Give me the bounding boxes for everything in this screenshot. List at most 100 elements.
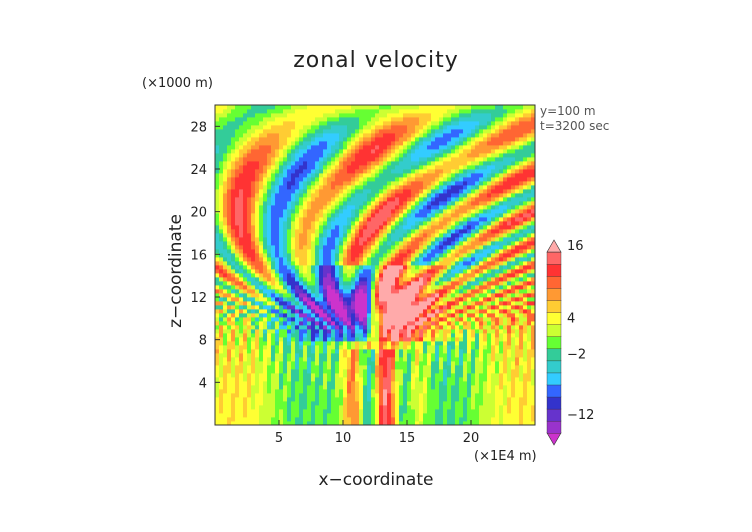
field-cell — [407, 117, 412, 122]
field-cell — [431, 169, 436, 174]
x-axis-unit: (×1E4 m) — [474, 449, 537, 464]
field-cell — [455, 197, 460, 202]
field-cell — [311, 305, 316, 310]
field-cell — [323, 265, 328, 270]
field-cell — [427, 401, 432, 406]
field-cell — [331, 361, 336, 366]
field-cell — [327, 321, 332, 326]
field-cell — [315, 393, 320, 398]
field-cell — [303, 109, 308, 114]
field-cell — [303, 273, 308, 278]
field-cell — [295, 229, 300, 234]
field-cell — [443, 113, 448, 118]
field-cell — [239, 249, 244, 254]
field-cell — [355, 241, 360, 246]
field-cell — [435, 229, 440, 234]
field-cell — [239, 161, 244, 166]
field-cell — [347, 121, 352, 126]
field-cell — [251, 145, 256, 150]
field-cell — [371, 113, 376, 118]
field-cell — [343, 377, 348, 382]
field-cell — [215, 193, 220, 198]
field-cell — [219, 169, 224, 174]
field-cell — [391, 393, 396, 398]
field-cell — [439, 401, 444, 406]
field-cell — [235, 113, 240, 118]
field-cell — [419, 301, 424, 306]
field-cell — [227, 357, 232, 362]
field-cell — [271, 145, 276, 150]
field-cell — [275, 413, 280, 418]
field-cell — [327, 389, 332, 394]
field-cell — [459, 225, 464, 230]
field-cell — [283, 217, 288, 222]
field-cell — [339, 125, 344, 130]
field-cell — [215, 113, 220, 118]
field-cell — [359, 257, 364, 262]
field-cell — [275, 289, 280, 294]
field-cell — [415, 121, 420, 126]
field-cell — [395, 165, 400, 170]
field-cell — [355, 301, 360, 306]
field-cell — [451, 409, 456, 414]
field-cell — [239, 125, 244, 130]
field-cell — [387, 341, 392, 346]
field-cell — [231, 161, 236, 166]
field-cell — [399, 117, 404, 122]
field-cell — [427, 313, 432, 318]
field-cell — [431, 125, 436, 130]
field-cell — [447, 397, 452, 402]
field-cell — [267, 137, 272, 142]
field-cell — [459, 209, 464, 214]
field-cell — [319, 209, 324, 214]
field-cell — [339, 185, 344, 190]
field-cell — [455, 133, 460, 138]
field-cell — [263, 337, 268, 342]
field-cell — [443, 249, 448, 254]
field-cell — [335, 357, 340, 362]
field-cell — [375, 189, 380, 194]
field-cell — [307, 409, 312, 414]
field-cell — [451, 317, 456, 322]
field-cell — [327, 189, 332, 194]
field-cell — [235, 333, 240, 338]
field-cell — [271, 221, 276, 226]
field-cell — [319, 389, 324, 394]
field-cell — [443, 161, 448, 166]
field-cell — [271, 113, 276, 118]
field-cell — [355, 157, 360, 162]
field-cell — [363, 317, 368, 322]
field-cell — [387, 325, 392, 330]
field-cell — [263, 125, 268, 130]
field-cell — [331, 241, 336, 246]
field-cell — [223, 157, 228, 162]
field-cell — [443, 365, 448, 370]
field-cell — [299, 341, 304, 346]
field-cell — [311, 337, 316, 342]
field-cell — [415, 305, 420, 310]
field-cell — [243, 277, 248, 282]
field-cell — [459, 129, 464, 134]
field-cell — [335, 321, 340, 326]
field-cell — [307, 305, 312, 310]
field-cell — [219, 185, 224, 190]
field-cell — [311, 145, 316, 150]
field-cell — [419, 161, 424, 166]
field-cell — [419, 169, 424, 174]
field-cell — [383, 289, 388, 294]
field-cell — [263, 149, 268, 154]
field-cell — [299, 385, 304, 390]
field-cell — [387, 109, 392, 114]
field-cell — [379, 273, 384, 278]
field-cell — [227, 385, 232, 390]
field-cell — [391, 401, 396, 406]
field-cell — [259, 121, 264, 126]
field-cell — [319, 189, 324, 194]
field-cell — [335, 109, 340, 114]
field-cell — [311, 293, 316, 298]
field-cell — [343, 137, 348, 142]
field-cell — [403, 261, 408, 266]
field-cell — [339, 381, 344, 386]
field-cell — [323, 333, 328, 338]
field-cell — [247, 317, 252, 322]
